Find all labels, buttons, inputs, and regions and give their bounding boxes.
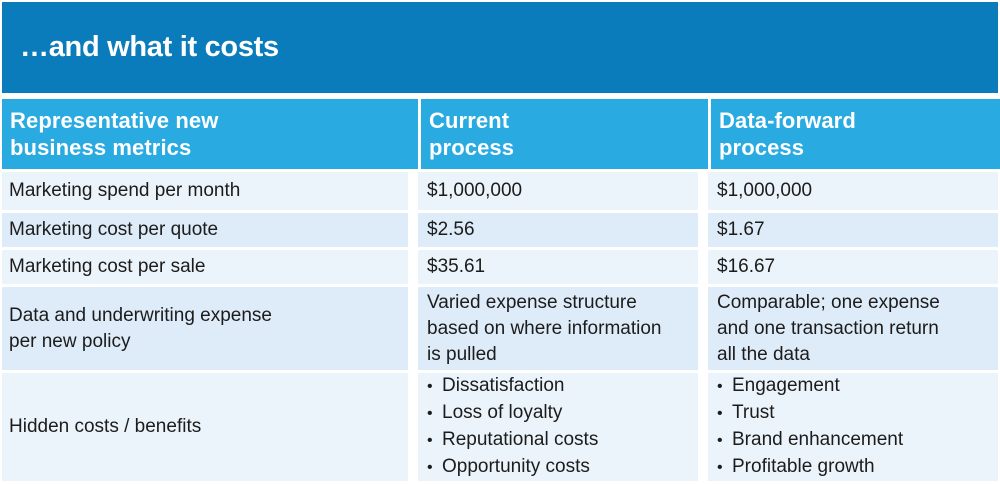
metric-cell: Data and underwriting expense per new po…	[2, 287, 408, 370]
data-forward-cell: $1.67	[708, 213, 998, 247]
metric-label: Marketing spend per month	[9, 180, 241, 201]
table-header-row: Representative new business metrics Curr…	[2, 99, 1000, 169]
current-process-value: $2.56	[427, 219, 475, 240]
slide-title: …and what it costs	[20, 31, 279, 63]
bullet-item: Trust	[717, 400, 990, 427]
current-process-value: Varied expense structure based on where …	[427, 291, 662, 365]
metric-cell: Marketing cost per quote	[2, 213, 408, 247]
current-process-cell: $1,000,000	[418, 172, 698, 210]
current-process-value: $35.61	[427, 256, 486, 277]
table-row-hidden-costs: Hidden costs / benefits Dissatisfaction …	[2, 373, 998, 481]
column-header-data-forward-process: Data-forward process	[711, 99, 1000, 169]
bullet-icon	[717, 374, 732, 400]
bullet-text: Engagement	[732, 375, 840, 396]
data-forward-value: $1.67	[717, 219, 765, 240]
bullet-item: Loss of loyalty	[427, 400, 690, 427]
table-row-marketing-spend: Marketing spend per month $1,000,000 $1,…	[2, 172, 998, 210]
current-process-cell: Dissatisfaction Loss of loyalty Reputati…	[418, 373, 698, 481]
table-row-cost-per-quote: Marketing cost per quote $2.56 $1.67	[2, 213, 998, 247]
data-forward-cell: $1,000,000	[708, 172, 998, 210]
column-header-current-label: Current process	[429, 108, 515, 160]
bullet-icon	[427, 455, 442, 481]
data-forward-cell: $16.67	[708, 250, 998, 284]
bullet-icon	[717, 455, 732, 481]
current-process-value: $1,000,000	[427, 180, 523, 201]
table-row-cost-per-sale: Marketing cost per sale $35.61 $16.67	[2, 250, 998, 284]
bullet-list: Engagement Trust Brand enhancement Profi…	[717, 373, 990, 481]
metric-cell: Hidden costs / benefits	[2, 373, 408, 481]
current-process-cell: Varied expense structure based on where …	[418, 287, 698, 370]
bullet-icon	[427, 428, 442, 454]
bullet-item: Opportunity costs	[427, 454, 690, 481]
metric-label: Data and underwriting expense per new po…	[9, 304, 273, 352]
bullet-item: Engagement	[717, 373, 990, 400]
metric-cell: Marketing spend per month	[2, 172, 408, 210]
current-process-cell: $35.61	[418, 250, 698, 284]
data-forward-cell: Engagement Trust Brand enhancement Profi…	[708, 373, 998, 481]
data-forward-value: $1,000,000	[717, 180, 813, 201]
bullet-text: Opportunity costs	[442, 456, 590, 477]
table-row-underwriting-expense: Data and underwriting expense per new po…	[2, 287, 998, 370]
data-forward-value: Comparable; one expense and one transact…	[717, 291, 940, 365]
bullet-text: Profitable growth	[732, 456, 875, 477]
bullet-text: Trust	[732, 402, 775, 423]
bullet-text: Reputational costs	[442, 429, 599, 450]
bullet-icon	[717, 428, 732, 454]
bullet-item: Dissatisfaction	[427, 373, 690, 400]
column-header-current-process: Current process	[421, 99, 708, 169]
column-header-metrics: Representative new business metrics	[2, 99, 418, 169]
metric-cell: Marketing cost per sale	[2, 250, 408, 284]
data-forward-value: $16.67	[717, 256, 776, 277]
bullet-list: Dissatisfaction Loss of loyalty Reputati…	[427, 373, 690, 481]
bullet-item: Profitable growth	[717, 454, 990, 481]
metric-label: Marketing cost per quote	[9, 219, 219, 240]
data-forward-cell: Comparable; one expense and one transact…	[708, 287, 998, 370]
bullet-item: Brand enhancement	[717, 427, 990, 454]
column-header-data-forward-label: Data-forward process	[719, 108, 856, 160]
bullet-icon	[717, 401, 732, 427]
bullet-text: Dissatisfaction	[442, 375, 565, 396]
bullet-item: Reputational costs	[427, 427, 690, 454]
metric-label: Hidden costs / benefits	[9, 416, 202, 437]
bullet-icon	[427, 374, 442, 400]
title-banner: …and what it costs	[2, 2, 998, 93]
bullet-text: Brand enhancement	[732, 429, 904, 450]
bullet-text: Loss of loyalty	[442, 402, 563, 423]
column-header-metrics-label: Representative new business metrics	[10, 108, 219, 160]
current-process-cell: $2.56	[418, 213, 698, 247]
bullet-icon	[427, 401, 442, 427]
metric-label: Marketing cost per sale	[9, 256, 206, 277]
